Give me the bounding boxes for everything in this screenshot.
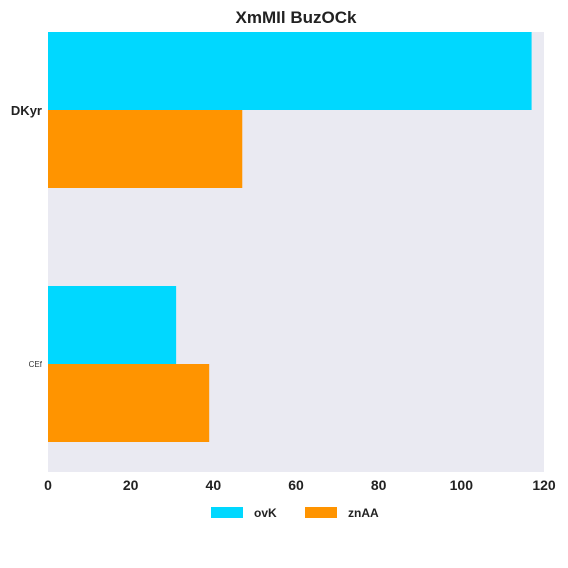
bar-znAA-DKyr <box>48 110 243 188</box>
legend-swatch-znAA <box>305 507 337 518</box>
legend-label-znAA: znAA <box>348 506 379 520</box>
chart-title: XmMIl BuzOCk <box>236 8 357 27</box>
legend-label-ovK: ovK <box>254 506 277 520</box>
x-tick-100: 100 <box>450 477 474 493</box>
bar-znAA-CEf <box>48 364 210 442</box>
bar-ovK-CEf <box>48 286 177 364</box>
legend: ovK znAA <box>211 506 379 520</box>
x-tick-20: 20 <box>123 477 139 493</box>
x-tick-0: 0 <box>44 477 52 493</box>
legend-swatch-ovK <box>211 507 243 518</box>
x-axis-ticks: 0 20 40 60 80 100 120 <box>44 477 556 493</box>
category-label-DKyr: DKyr <box>11 103 42 118</box>
x-tick-80: 80 <box>371 477 387 493</box>
x-tick-120: 120 <box>532 477 556 493</box>
x-tick-60: 60 <box>288 477 304 493</box>
category-label-CEf: CEf <box>29 360 43 369</box>
category-labels: DKyr CEf <box>11 103 43 369</box>
x-tick-40: 40 <box>206 477 222 493</box>
bar-ovK-DKyr <box>48 32 532 110</box>
bars-group <box>48 32 532 442</box>
